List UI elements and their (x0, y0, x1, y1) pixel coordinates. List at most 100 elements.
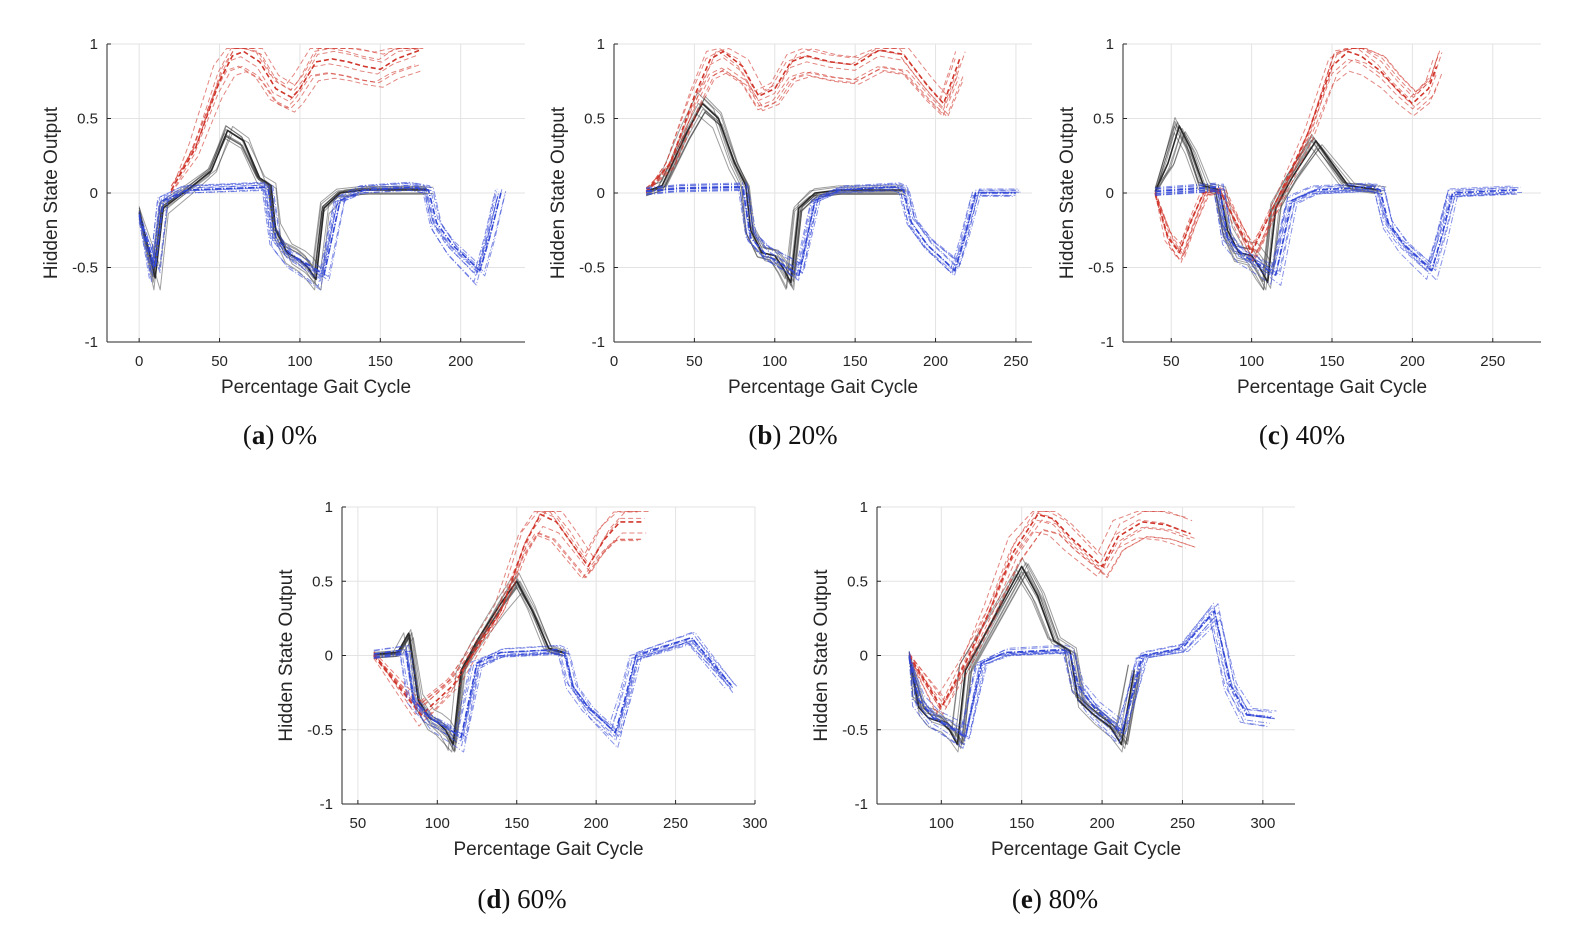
caption-b-value: 20% (788, 420, 838, 450)
series-black-solid-e-trace (908, 569, 1139, 750)
series-red-dashed-a-trace (170, 48, 423, 187)
x-tick-label-d: 200 (584, 815, 609, 832)
x-axis-label-c: Percentage Gait Cycle (1237, 377, 1427, 398)
series-red-dashed-d-trace (373, 533, 638, 706)
series-black-solid-e-trace (908, 574, 1129, 730)
x-tick-label-a: 200 (448, 353, 473, 370)
caption-a-value: 0% (281, 420, 318, 450)
series-blue-dashdot-a-trace (138, 189, 498, 291)
x-tick-label-d: 100 (425, 815, 450, 832)
x-axis-label-b: Percentage Gait Cycle (728, 377, 918, 398)
series-blue-dashdot-d-trace (373, 639, 738, 738)
series-blue-dashdot-c-trace (1155, 188, 1515, 272)
series-blue-dashdot-b (646, 186, 1016, 276)
y-tick-label-e: 0 (860, 648, 868, 665)
caption-d-value: 60% (517, 884, 567, 914)
series-red-dashed-d (373, 513, 644, 716)
series-black-solid-d-trace (373, 575, 564, 753)
series-blue-dashdot-c-trace (1155, 188, 1523, 286)
caption-c-letter: c (1267, 420, 1280, 450)
series-red-dashed-b (645, 49, 961, 193)
y-tick-label-c: -0.5 (1088, 260, 1114, 277)
series-blue-dashdot-d-trace (373, 631, 735, 742)
series-blue-dashdot-c (1155, 186, 1517, 276)
y-axis-label-a: Hidden State Output (41, 106, 62, 279)
x-tick-label-b: 150 (843, 353, 868, 370)
series-blue-dashdot-a-trace (138, 181, 498, 282)
x-tick-label-d: 50 (350, 815, 367, 832)
series-blue-dashdot-d-trace (373, 639, 735, 753)
series-blue-dashdot-e-trace (908, 606, 1269, 749)
series-red-dashed-b-trace (645, 70, 965, 193)
series-black-solid-e-trace (908, 571, 1135, 739)
series-black-solid-d-trace (373, 584, 566, 744)
x-tick-label-c: 200 (1400, 353, 1425, 370)
x-tick-label-a: 0 (135, 353, 143, 370)
series-black-solid-b (645, 102, 904, 284)
y-tick-label-e: -0.5 (842, 722, 868, 739)
series-black-solid-e-trace (908, 562, 1139, 746)
series-red-dashed-d-trace (373, 532, 642, 706)
caption-e-value: 80% (1048, 884, 1099, 914)
series-black-solid-b-trace (646, 110, 907, 276)
x-axis-label-d: Percentage Gait Cycle (453, 839, 643, 860)
series-blue-dashdot-e-trace (908, 616, 1268, 729)
x-tick-label-d: 150 (504, 815, 529, 832)
caption-c: (c) 40% (1258, 420, 1346, 450)
series-red-dashed-d-trace (373, 532, 641, 706)
series-blue-dashdot-d-trace (373, 640, 732, 742)
series-blue-dashdot-c-trace (1155, 188, 1512, 275)
series-black-solid-c-trace (1154, 121, 1379, 291)
series-black-solid-c-trace (1154, 123, 1377, 291)
series-black-solid-b-trace (645, 92, 899, 290)
series-black-solid-b-trace (646, 111, 906, 276)
series-red-dashed-e-trace (908, 529, 1196, 701)
y-axis-label-e: Hidden State Output (811, 569, 832, 742)
series-black-solid-d-trace (373, 572, 567, 752)
series-blue-dashdot-b-trace (646, 189, 1012, 275)
series-black-solid-e-trace (908, 570, 1141, 745)
series-blue-dashdot-e-trace (908, 611, 1276, 739)
series-blue-dashdot-a (138, 186, 502, 276)
series-black-solid-d-trace (373, 581, 566, 753)
series-black-solid-e-trace (908, 557, 1136, 753)
series-blue-dashdot-e-trace (908, 619, 1277, 728)
series-red-dashed-c-trace (1154, 48, 1443, 258)
series-blue-dashdot-e-trace (908, 615, 1272, 736)
series-blue-dashdot-d-trace (373, 641, 734, 739)
x-tick-label-a: 100 (287, 353, 312, 370)
series-black-solid-a-trace (138, 125, 434, 291)
caption-c-value: 40% (1295, 420, 1346, 450)
series-red-dashed-d-trace (373, 511, 638, 715)
series-blue-dashdot-e-trace (908, 602, 1270, 746)
series-blue-dashdot-e-trace (908, 603, 1275, 740)
series-black-solid-c-trace (1154, 132, 1376, 282)
y-axis-label-d: Hidden State Output (276, 569, 297, 742)
x-tick-label-c: 250 (1480, 353, 1505, 370)
series-red-dashed-b-trace (645, 66, 959, 190)
x-tick-label-b: 250 (1003, 353, 1028, 370)
series-red-dashed-e-trace (908, 511, 1193, 715)
series-black-solid-d-trace (373, 577, 560, 751)
series-black-solid-b-trace (646, 101, 903, 277)
series-black-solid-e-trace (908, 575, 1133, 738)
y-tick-label-b: 0 (597, 185, 605, 202)
series-blue-dashdot-d-trace (373, 643, 733, 735)
y-tick-label-c: 1 (1106, 36, 1114, 53)
series-blue-dashdot-b-trace (646, 190, 1014, 279)
caption-e: (e) 80% (1011, 884, 1099, 914)
series-blue-dashdot-b-trace (646, 186, 1019, 265)
series-red-dashed-e-trace (908, 519, 1195, 703)
series-blue-dashdot-d-trace (373, 639, 726, 730)
y-tick-label-a: 1 (90, 36, 98, 53)
series-red-dashed-c-trace (1154, 48, 1439, 263)
caption-b-letter: b (757, 420, 773, 450)
series-black-solid-a-trace (138, 132, 434, 269)
series-black-solid-b-trace (646, 98, 906, 288)
series-black-solid-d-trace (373, 586, 565, 745)
series-red-dashed-e (908, 513, 1191, 709)
series-blue-dashdot-c-trace (1155, 190, 1516, 267)
series-black-solid-d (373, 580, 565, 746)
series-blue-dashdot-b-trace (646, 182, 1020, 273)
y-tick-label-e: 1 (860, 499, 868, 516)
